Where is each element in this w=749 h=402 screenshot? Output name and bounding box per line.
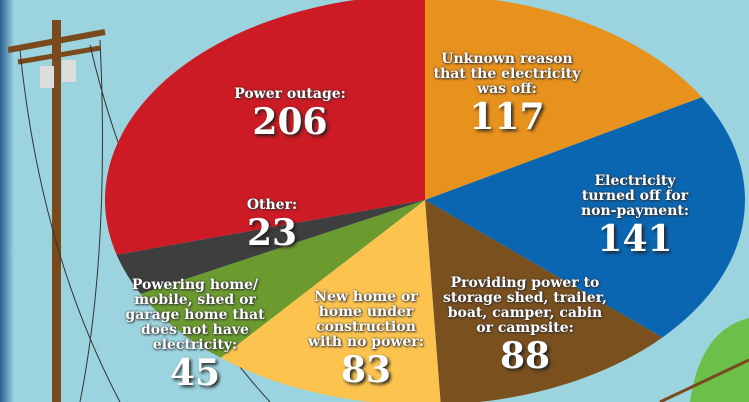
pie-slice <box>425 0 702 200</box>
pie-slice <box>140 200 425 358</box>
pie-slice <box>220 200 441 402</box>
slice-label: Unknown reason that the electricity was … <box>432 51 582 138</box>
slice-label: Power outage: 206 <box>210 86 370 143</box>
category-label: Power outage: <box>234 86 346 102</box>
pie-slice <box>105 0 425 255</box>
category-label: Electricity turned off for non-payment: <box>580 173 690 219</box>
pie-slice <box>425 97 745 338</box>
value-label: 45 <box>169 352 221 394</box>
slice-label: Electricity turned off for non-payment: 1… <box>568 173 703 260</box>
value-label: 141 <box>597 218 673 260</box>
pie-slice <box>116 200 426 294</box>
slice-label: New home or home under construction with… <box>299 289 434 391</box>
value-label: 206 <box>252 101 328 143</box>
leaf <box>659 318 749 402</box>
edge-strip <box>0 0 14 402</box>
category-label: Powering home/ mobile, shed or garage ho… <box>125 277 265 353</box>
value-label: 88 <box>499 335 551 377</box>
category-label: New home or home under construction with… <box>308 289 424 350</box>
slice-label: Providing power to storage shed, trailer… <box>440 275 610 377</box>
value-label: 23 <box>246 212 298 254</box>
slice-label: Powering home/ mobile, shed or garage ho… <box>110 277 280 394</box>
slice-label: Other: 23 <box>222 197 322 254</box>
category-label: Providing power to storage shed, trailer… <box>443 275 607 336</box>
pie <box>105 0 745 402</box>
category-label: Other: <box>246 197 298 213</box>
category-label: Unknown reason that the electricity was … <box>433 51 581 97</box>
value-label: 83 <box>340 349 392 391</box>
value-label: 117 <box>469 96 545 138</box>
pie-slice <box>425 200 663 402</box>
